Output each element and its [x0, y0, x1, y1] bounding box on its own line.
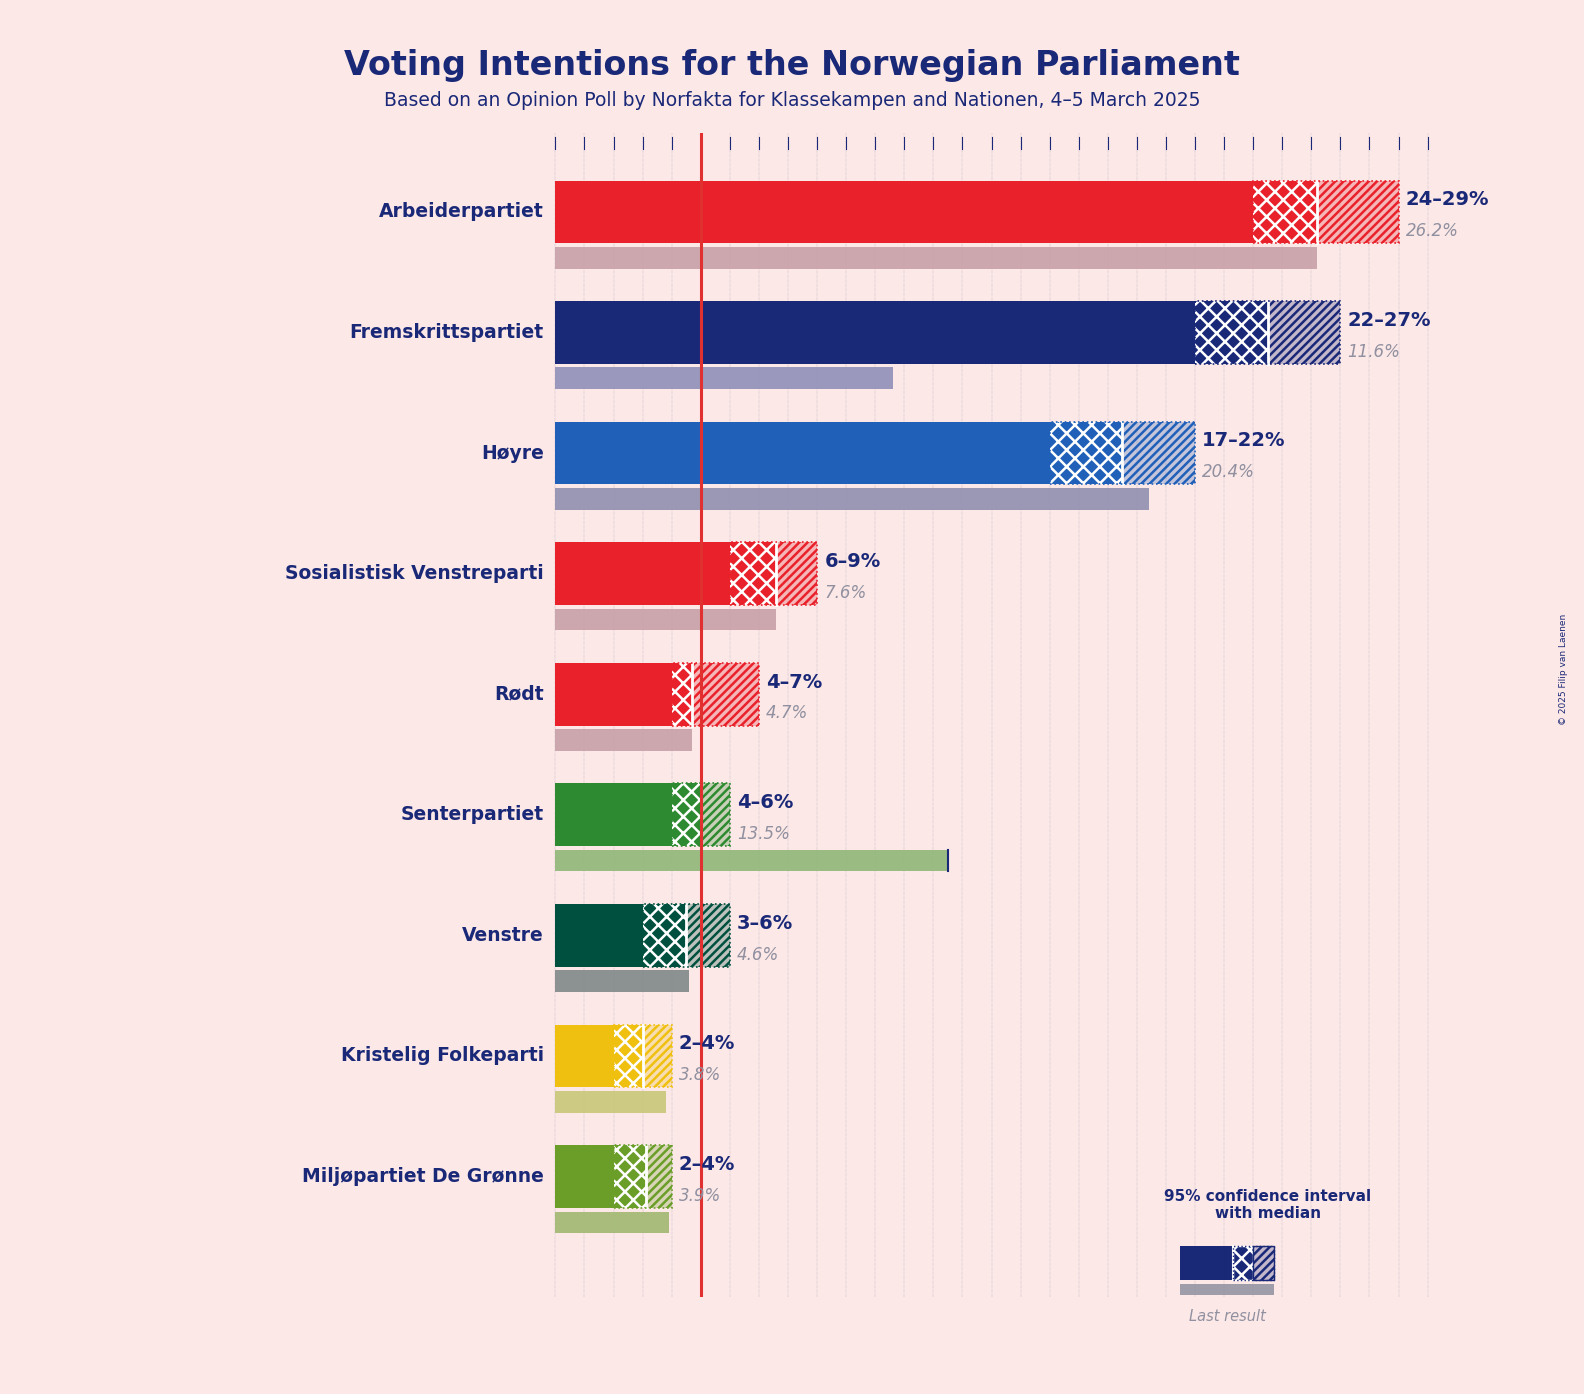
Bar: [1050, 421, 1123, 484]
Bar: [1318, 180, 1399, 243]
Text: 3–6%: 3–6%: [737, 914, 794, 933]
Bar: [556, 488, 1148, 510]
Bar: [776, 542, 817, 605]
Bar: [1123, 421, 1194, 484]
Bar: [1267, 301, 1340, 364]
Bar: [672, 783, 730, 846]
Bar: [686, 905, 730, 966]
Text: 2–4%: 2–4%: [680, 1156, 735, 1174]
Bar: [730, 542, 817, 605]
Bar: [1123, 421, 1194, 484]
Bar: [556, 1025, 613, 1087]
Bar: [613, 1146, 646, 1207]
Bar: [556, 905, 643, 966]
Bar: [613, 1025, 643, 1087]
Text: 20.4%: 20.4%: [1202, 463, 1255, 481]
Bar: [1253, 1246, 1274, 1280]
Bar: [1253, 1246, 1274, 1280]
Text: 11.6%: 11.6%: [1348, 343, 1400, 361]
Bar: [1253, 180, 1399, 243]
Bar: [556, 542, 730, 605]
Text: Rødt: Rødt: [494, 684, 543, 704]
Bar: [672, 664, 759, 725]
Text: 22–27%: 22–27%: [1348, 311, 1432, 330]
Bar: [643, 1025, 672, 1087]
Text: 3.9%: 3.9%: [680, 1186, 721, 1204]
Bar: [1194, 301, 1340, 364]
Bar: [646, 1146, 672, 1207]
Bar: [1267, 301, 1340, 364]
Text: Miljøpartiet De Grønne: Miljøpartiet De Grønne: [303, 1167, 543, 1186]
Text: 95% confidence interval
with median: 95% confidence interval with median: [1164, 1189, 1372, 1221]
Bar: [1232, 1246, 1253, 1280]
Bar: [556, 664, 672, 725]
Bar: [556, 609, 776, 630]
Bar: [1232, 1246, 1274, 1280]
Text: 4–6%: 4–6%: [737, 793, 794, 813]
Bar: [1253, 180, 1318, 243]
Text: 4.6%: 4.6%: [737, 945, 779, 963]
Text: Venstre: Venstre: [463, 926, 543, 945]
Text: 24–29%: 24–29%: [1407, 191, 1489, 209]
Text: Based on an Opinion Poll by Norfakta for Klassekampen and Nationen, 4–5 March 20: Based on an Opinion Poll by Norfakta for…: [383, 91, 1201, 110]
Text: 6–9%: 6–9%: [824, 552, 881, 572]
Bar: [556, 1146, 613, 1207]
Bar: [556, 180, 1253, 243]
Bar: [646, 1146, 672, 1207]
Bar: [643, 905, 686, 966]
Bar: [700, 783, 730, 846]
Text: 17–22%: 17–22%: [1202, 432, 1286, 450]
Bar: [1180, 1246, 1232, 1280]
Text: 3.8%: 3.8%: [680, 1066, 721, 1085]
Text: Sosialistisk Venstreparti: Sosialistisk Venstreparti: [285, 565, 543, 583]
Bar: [556, 1092, 665, 1112]
Text: Voting Intentions for the Norwegian Parliament: Voting Intentions for the Norwegian Parl…: [344, 49, 1240, 82]
Bar: [672, 783, 700, 846]
Bar: [556, 247, 1318, 269]
Bar: [556, 301, 1194, 364]
Bar: [672, 664, 692, 725]
Bar: [556, 1211, 668, 1234]
Text: 7.6%: 7.6%: [824, 584, 866, 602]
Text: 4.7%: 4.7%: [767, 704, 808, 722]
Text: Kristelig Folkeparti: Kristelig Folkeparti: [341, 1047, 543, 1065]
Bar: [692, 664, 759, 725]
Text: Fremskrittspartiet: Fremskrittspartiet: [350, 323, 543, 342]
Bar: [1180, 1284, 1274, 1295]
Bar: [556, 368, 893, 389]
Bar: [556, 783, 672, 846]
Bar: [556, 421, 1050, 484]
Bar: [613, 1146, 672, 1207]
Text: 2–4%: 2–4%: [680, 1034, 735, 1054]
Bar: [700, 783, 730, 846]
Text: 13.5%: 13.5%: [737, 825, 790, 843]
Text: © 2025 Filip van Laenen: © 2025 Filip van Laenen: [1559, 613, 1568, 725]
Bar: [686, 905, 730, 966]
Bar: [556, 729, 692, 751]
Text: Last result: Last result: [1188, 1309, 1266, 1324]
Bar: [556, 970, 689, 993]
Bar: [613, 1025, 672, 1087]
Text: 4–7%: 4–7%: [767, 673, 822, 691]
Bar: [730, 542, 776, 605]
Bar: [643, 905, 730, 966]
Bar: [1194, 301, 1267, 364]
Bar: [692, 664, 759, 725]
Bar: [1050, 421, 1194, 484]
Bar: [1318, 180, 1399, 243]
Bar: [776, 542, 817, 605]
Bar: [643, 1025, 672, 1087]
Text: Senterpartiet: Senterpartiet: [401, 806, 543, 824]
Text: 26.2%: 26.2%: [1407, 222, 1459, 240]
Text: Høyre: Høyre: [482, 443, 543, 463]
Bar: [556, 850, 947, 871]
Text: Arbeiderpartiet: Arbeiderpartiet: [379, 202, 543, 222]
